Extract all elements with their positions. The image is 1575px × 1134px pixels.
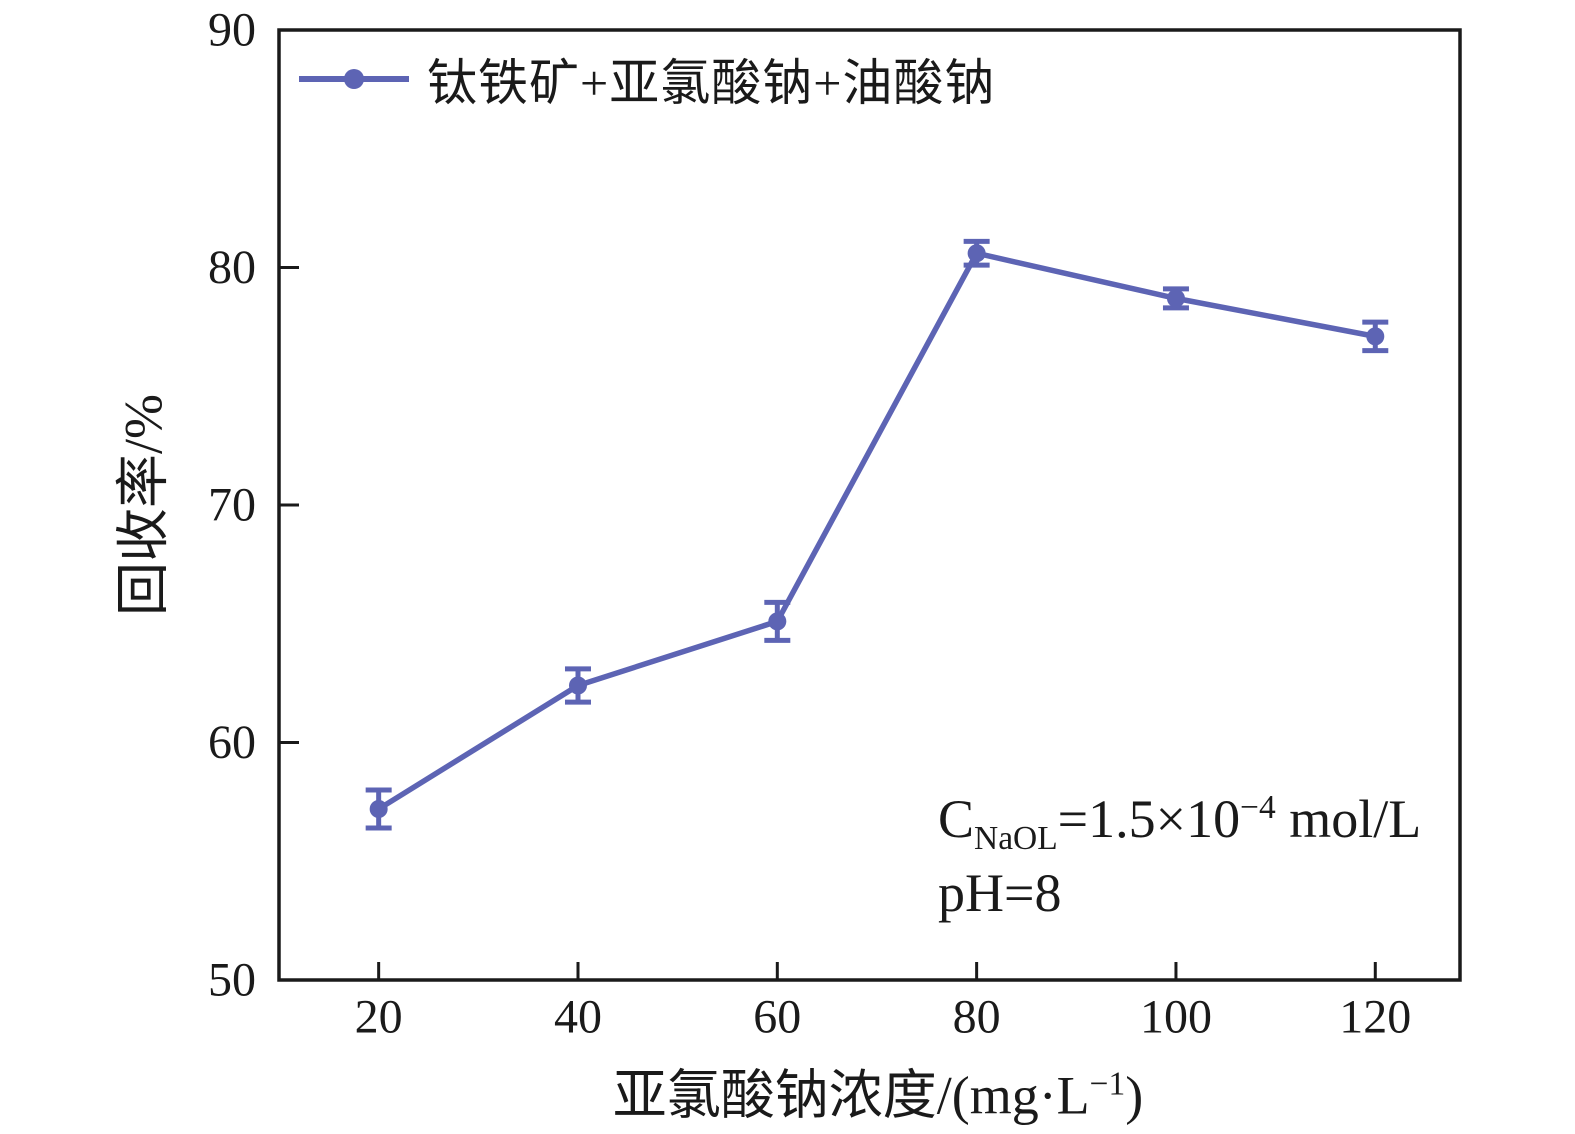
data-point-marker	[369, 800, 388, 818]
legend: 钛铁矿+亚氯酸钠+油酸钠	[299, 50, 995, 111]
x-tick-label: 40	[554, 991, 602, 1044]
y-tick-label: 60	[208, 716, 256, 769]
data-point-marker	[768, 612, 787, 631]
y-tick-label: 80	[208, 241, 256, 294]
x-tick-label: 60	[753, 991, 801, 1044]
annotation-subscript: NaOL	[974, 819, 1058, 857]
y-tick-label: 90	[208, 4, 256, 57]
y-tick-label: 50	[208, 954, 256, 1007]
condition-annotation: CNaOL=1.5×10−4 mol/L pH=8	[938, 782, 1421, 930]
x-tick-label: 120	[1339, 991, 1411, 1044]
series-line	[377, 250, 1376, 812]
legend-line-marker-icon	[299, 69, 409, 89]
x-tick-label: 80	[953, 991, 1001, 1044]
x-axis-title: 亚氯酸钠浓度/(mg·L−1)	[613, 1051, 1144, 1130]
x-tick-label: 100	[1140, 991, 1212, 1044]
data-point-marker	[1366, 327, 1385, 346]
y-tick-label: 70	[208, 479, 256, 532]
x-axis-title-close: )	[1125, 1065, 1144, 1126]
annotation-value: =1.5×10	[1057, 789, 1241, 849]
annotation-unit: mol/L	[1275, 789, 1422, 849]
x-tick-label: 20	[355, 991, 403, 1044]
data-point-marker	[1166, 289, 1185, 308]
data-point-marker	[967, 244, 986, 263]
y-axis-title: 回收率/%	[113, 394, 174, 616]
x-axis-title-main: 亚氯酸钠浓度/(mg·L	[612, 1065, 1090, 1126]
annotation-line-1: CNaOL=1.5×10−4 mol/L	[938, 782, 1421, 856]
annotation-line-2: pH=8	[938, 863, 1062, 923]
annotation-c: C	[938, 789, 975, 849]
legend-label: 钛铁矿+亚氯酸钠+油酸钠	[427, 55, 996, 111]
annotation-superscript: −4	[1240, 789, 1276, 826]
data-point-marker	[568, 676, 587, 695]
x-axis-title-superscript: −1	[1089, 1065, 1126, 1103]
